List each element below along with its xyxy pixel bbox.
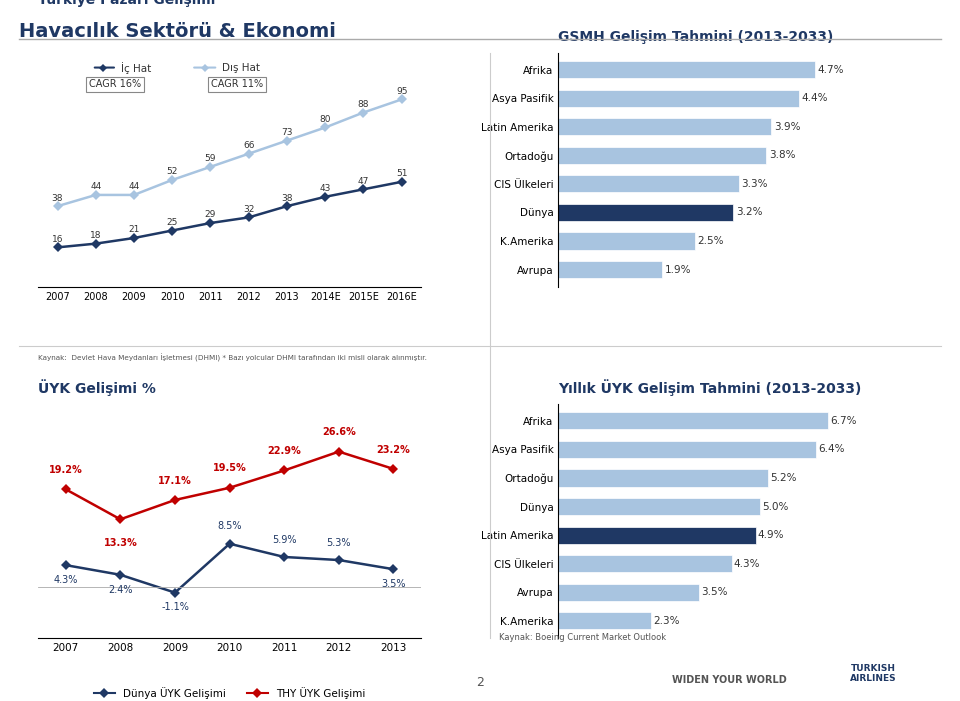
Text: Türkiye Pazarı Gelişimi: Türkiye Pazarı Gelişimi (38, 0, 216, 7)
Bar (559, 526, 756, 544)
Text: 19.2%: 19.2% (49, 465, 83, 475)
Text: 25: 25 (166, 218, 178, 227)
Text: Dış Hat: Dış Hat (222, 62, 260, 73)
Text: 52: 52 (166, 168, 178, 177)
Text: 38: 38 (281, 193, 293, 203)
Text: Havacılık Sektörü & Ekonomi: Havacılık Sektörü & Ekonomi (19, 22, 336, 41)
Text: 4.3%: 4.3% (733, 559, 760, 569)
Text: 1.9%: 1.9% (665, 264, 691, 275)
Text: İç Hat: İç Hat (121, 62, 151, 74)
Text: 4.7%: 4.7% (818, 64, 845, 75)
Bar (559, 261, 662, 278)
Bar (559, 441, 816, 458)
Text: 3.5%: 3.5% (702, 587, 728, 597)
Text: 3.2%: 3.2% (736, 207, 762, 217)
Text: 3.9%: 3.9% (774, 122, 801, 132)
Bar (559, 412, 828, 430)
Text: 21: 21 (129, 226, 140, 234)
Text: 88: 88 (358, 100, 370, 109)
Bar (559, 147, 766, 164)
Text: 5.0%: 5.0% (761, 502, 788, 512)
Text: 3.8%: 3.8% (769, 151, 795, 161)
Text: 3.3%: 3.3% (741, 179, 768, 189)
Text: 44: 44 (129, 182, 139, 191)
Text: 19.5%: 19.5% (213, 463, 247, 473)
Text: 32: 32 (243, 205, 254, 214)
Bar (559, 90, 799, 107)
Text: 6.4%: 6.4% (818, 444, 845, 454)
Text: 43: 43 (320, 184, 331, 193)
Bar (559, 61, 815, 79)
Text: 6.7%: 6.7% (830, 416, 856, 426)
Text: 73: 73 (281, 128, 293, 137)
Bar (559, 612, 651, 629)
Text: CAGR 11%: CAGR 11% (211, 79, 263, 90)
Text: 66: 66 (243, 141, 254, 150)
Text: 22.9%: 22.9% (267, 446, 301, 456)
Text: 17.1%: 17.1% (158, 476, 192, 486)
Text: TURKISH
AIRLINES: TURKISH AIRLINES (851, 664, 897, 683)
Text: 80: 80 (320, 115, 331, 124)
Text: 59: 59 (204, 154, 216, 163)
Text: 2.3%: 2.3% (653, 615, 680, 626)
Text: 13.3%: 13.3% (104, 538, 137, 547)
Text: 2.4%: 2.4% (108, 585, 132, 594)
Text: 51: 51 (396, 169, 407, 178)
Bar (559, 118, 772, 135)
Text: CAGR 16%: CAGR 16% (89, 79, 141, 90)
Bar (559, 233, 695, 250)
Text: Kaynak: Boeing Current Market Outlook: Kaynak: Boeing Current Market Outlook (499, 633, 666, 642)
Text: 4.9%: 4.9% (757, 530, 784, 540)
Bar (559, 175, 738, 193)
Text: -1.1%: -1.1% (161, 602, 189, 613)
Text: 95: 95 (396, 87, 407, 96)
Text: 38: 38 (52, 193, 63, 203)
Bar (559, 555, 732, 572)
Text: GSMH Gelişim Tahmini (2013-2033): GSMH Gelişim Tahmini (2013-2033) (559, 30, 834, 44)
Text: ÜYK Gelişimi %: ÜYK Gelişimi % (38, 379, 156, 395)
Text: 8.5%: 8.5% (217, 522, 242, 531)
Text: Kaynak:  Devlet Hava Meydanları İşletmesi (DHMI) * Bazı yolcular DHMI tarafından: Kaynak: Devlet Hava Meydanları İşletmesi… (38, 354, 427, 362)
Text: 44: 44 (90, 182, 102, 191)
Text: 26.6%: 26.6% (322, 428, 356, 437)
Text: 23.2%: 23.2% (376, 444, 410, 455)
Text: 18: 18 (90, 231, 102, 240)
Text: 2: 2 (476, 676, 484, 688)
Bar (559, 470, 768, 486)
Text: 3.5%: 3.5% (381, 579, 406, 589)
Text: 29: 29 (204, 210, 216, 219)
Text: 4.4%: 4.4% (802, 93, 828, 103)
Bar (559, 584, 699, 601)
Text: 2.5%: 2.5% (698, 236, 724, 246)
Text: Yıllık ÜYK Gelişim Tahmini (2013-2033): Yıllık ÜYK Gelişim Tahmini (2013-2033) (559, 379, 862, 395)
Text: 5.3%: 5.3% (326, 538, 351, 547)
Text: 4.3%: 4.3% (54, 575, 78, 585)
Text: 47: 47 (358, 177, 369, 186)
Bar (559, 498, 759, 515)
Text: WIDEN YOUR WORLD: WIDEN YOUR WORLD (672, 676, 787, 686)
Text: 5.2%: 5.2% (770, 473, 796, 483)
Bar (559, 204, 733, 221)
Text: 5.9%: 5.9% (272, 535, 297, 545)
Text: 16: 16 (52, 235, 63, 244)
Legend: Dünya ÜYK Gelişimi, THY ÜYK Gelişimi: Dünya ÜYK Gelişimi, THY ÜYK Gelişimi (89, 683, 370, 701)
